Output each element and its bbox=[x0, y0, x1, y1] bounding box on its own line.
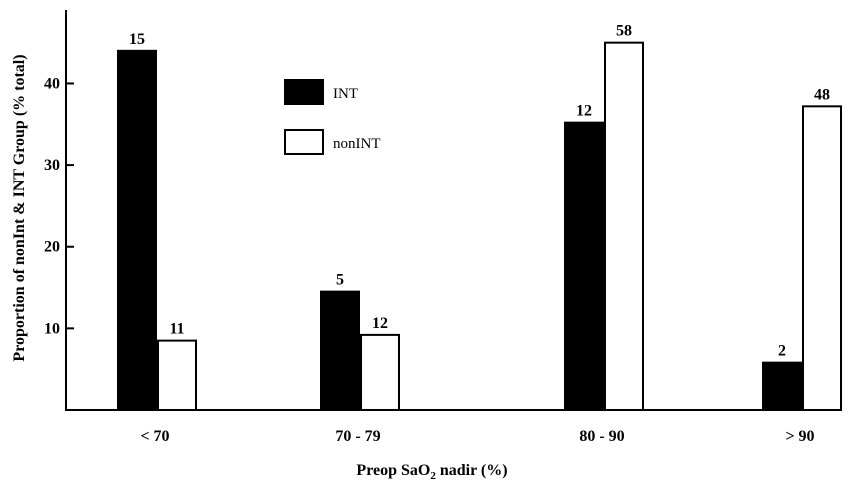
x-axis-title-subscript: 2 bbox=[430, 470, 436, 482]
bar-nonint bbox=[604, 41, 644, 411]
x-tick-label: 80 - 90 bbox=[579, 428, 624, 445]
data-label: 5 bbox=[336, 272, 344, 289]
x-axis-title-main: Preop SaO bbox=[356, 462, 430, 479]
y-tick-label: 30 bbox=[44, 157, 60, 174]
x-tick-label: > 90 bbox=[785, 428, 814, 445]
bar-nonint bbox=[157, 339, 197, 411]
x-axis-title: Preop SaO2 nadir (%) bbox=[356, 462, 507, 482]
bar-int bbox=[117, 49, 157, 412]
legend-label: nonINT bbox=[333, 136, 381, 152]
data-label: 12 bbox=[576, 103, 592, 120]
data-label: 58 bbox=[616, 23, 632, 40]
x-tick-label: 70 - 79 bbox=[335, 428, 380, 445]
y-tick-label: 10 bbox=[44, 320, 60, 337]
legend-label: INT bbox=[333, 86, 358, 102]
legend-swatch-int bbox=[284, 79, 324, 105]
plot-area: 10 20 30 40 < 70 70 - 79 80 - 90 > 90 15 5 12 2 11 12… bbox=[44, 10, 842, 445]
y-tick-label: 20 bbox=[44, 239, 60, 256]
data-label: 15 bbox=[129, 31, 145, 48]
legend-swatch-nonint bbox=[284, 129, 324, 155]
data-label: 11 bbox=[169, 321, 184, 338]
x-tick-label: < 70 bbox=[140, 428, 169, 445]
bar-nonint bbox=[802, 105, 842, 411]
bar-int bbox=[320, 290, 360, 412]
data-label: 48 bbox=[814, 86, 830, 103]
bar-nonint bbox=[360, 333, 400, 411]
y-axis-title: Proportion of nonInt & INT Group (% tota… bbox=[11, 54, 28, 361]
y-tick-label: 40 bbox=[44, 75, 60, 92]
bar-int bbox=[564, 121, 604, 411]
x-axis-title-rest: nadir (%) bbox=[436, 462, 508, 479]
bar-int bbox=[762, 361, 802, 412]
data-label: 12 bbox=[372, 315, 388, 332]
data-label: 2 bbox=[778, 343, 786, 360]
